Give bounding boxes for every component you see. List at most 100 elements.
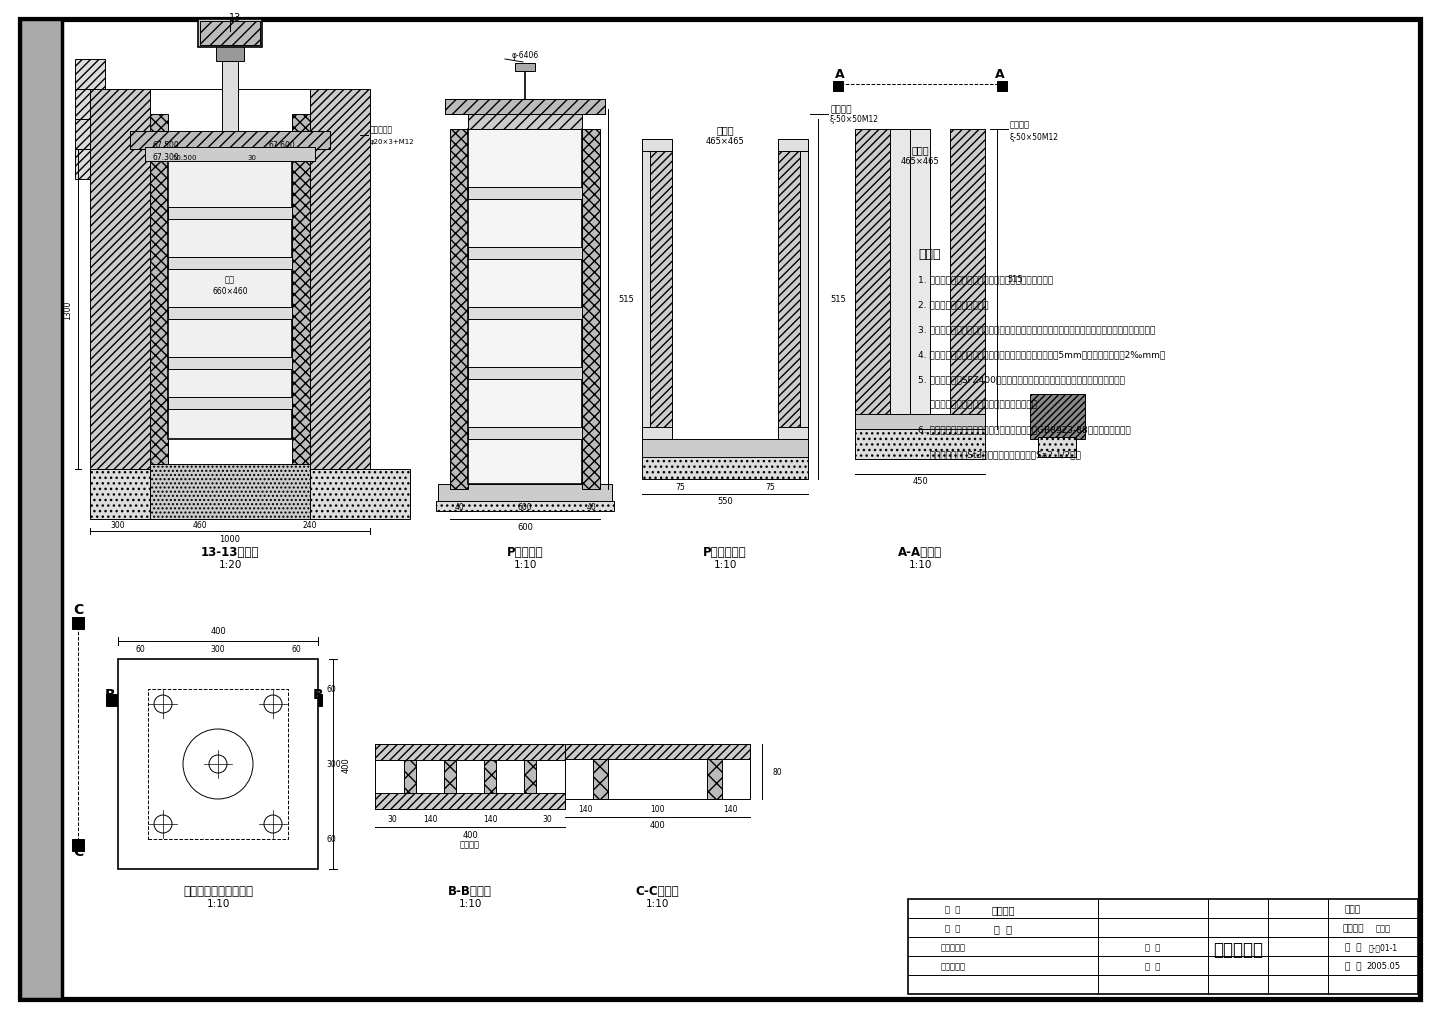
Text: 30: 30 xyxy=(248,155,256,161)
Bar xyxy=(1038,437,1076,458)
Text: 1:10: 1:10 xyxy=(713,559,737,570)
Text: 子  项: 子 项 xyxy=(994,923,1012,933)
Text: 80: 80 xyxy=(772,767,782,776)
Bar xyxy=(374,793,564,809)
Text: 240: 240 xyxy=(302,520,317,529)
Bar xyxy=(516,64,536,72)
Bar xyxy=(832,82,842,92)
Text: 闸槽: 闸槽 xyxy=(225,275,235,284)
Bar xyxy=(148,689,288,840)
Bar xyxy=(150,115,168,465)
Text: 40: 40 xyxy=(454,503,464,512)
Text: 1. 本图尺寸单位：毫米，高程单位：米（黄海高程）；: 1. 本图尺寸单位：毫米，高程单位：米（黄海高程）； xyxy=(919,275,1053,284)
Bar xyxy=(890,129,910,430)
Text: C-C剖面图: C-C剖面图 xyxy=(635,884,678,898)
Text: 1300: 1300 xyxy=(63,300,72,319)
Bar xyxy=(642,439,808,460)
Text: 1:10: 1:10 xyxy=(206,898,230,908)
Text: ξ-50×50M12: ξ-50×50M12 xyxy=(829,115,878,124)
Bar xyxy=(564,744,750,759)
Bar xyxy=(91,90,150,470)
Bar xyxy=(72,840,84,851)
Text: 140: 140 xyxy=(482,815,497,823)
Text: 13-13剖面图: 13-13剖面图 xyxy=(200,545,259,558)
Bar xyxy=(642,458,808,480)
Text: A-A剖面图: A-A剖面图 xyxy=(899,545,942,558)
Bar xyxy=(996,82,1007,92)
Text: 审  定: 审 定 xyxy=(946,905,960,914)
Text: ξ-50×50M12: ξ-50×50M12 xyxy=(1009,132,1058,142)
Text: 50.500: 50.500 xyxy=(173,155,197,161)
Text: 140: 140 xyxy=(577,805,592,814)
Text: 自闭机箱底垫板平面图: 自闭机箱底垫板平面图 xyxy=(183,884,253,898)
Text: 1:10: 1:10 xyxy=(645,898,668,908)
Bar xyxy=(168,358,292,370)
Text: 600: 600 xyxy=(518,503,533,512)
Text: 预埋钢板: 预埋钢板 xyxy=(829,105,851,114)
Bar xyxy=(642,140,672,152)
Bar xyxy=(1030,394,1084,439)
Text: 515: 515 xyxy=(618,296,634,305)
Bar xyxy=(484,760,495,793)
Text: 3. 闸门和启闭机安装时预埋钢板与取自带钢板焊接，预埋钢板卸面钢筋应与混凝土中的钢筋点焊；: 3. 闸门和启闭机安装时预埋钢板与取自带钢板焊接，预埋钢板卸面钢筋应与混凝土中的… xyxy=(919,325,1155,334)
Bar xyxy=(468,187,582,200)
Text: 说明：: 说明： xyxy=(919,249,940,261)
Text: 450: 450 xyxy=(912,477,927,486)
Bar xyxy=(145,148,315,162)
Text: φ20×3+M12: φ20×3+M12 xyxy=(370,139,415,145)
Text: 140: 140 xyxy=(423,815,438,823)
Bar xyxy=(310,694,323,706)
Bar xyxy=(72,618,84,630)
Bar xyxy=(468,368,582,380)
Text: 400: 400 xyxy=(462,830,478,840)
Bar xyxy=(468,110,582,129)
Bar xyxy=(707,759,721,799)
Text: 400: 400 xyxy=(210,627,226,636)
Text: 设  计: 设 计 xyxy=(1145,943,1161,952)
Text: 6. 钢制配件及预埋件安装前手工除锈质量应达到GB8923-88《涂装前钢材表面: 6. 钢制配件及预埋件安装前手工除锈质量应达到GB8923-88《涂装前钢材表面 xyxy=(919,425,1130,434)
Text: C: C xyxy=(73,844,84,858)
Text: 67.300: 67.300 xyxy=(153,153,179,162)
Text: B-B剖面图: B-B剖面图 xyxy=(448,884,492,898)
Bar xyxy=(468,308,582,320)
Text: B: B xyxy=(105,688,115,701)
Bar xyxy=(292,115,310,465)
Text: 400: 400 xyxy=(649,820,665,829)
Text: 锈蚀等级》中的St3级；喷射除锈质量达到Sa2 1/2级。: 锈蚀等级》中的St3级；喷射除锈质量达到Sa2 1/2级。 xyxy=(919,450,1081,459)
Text: 1:10: 1:10 xyxy=(458,898,482,908)
Text: 75: 75 xyxy=(765,483,775,492)
Bar xyxy=(451,129,468,489)
Text: 67.500: 67.500 xyxy=(153,141,179,150)
Bar xyxy=(405,760,416,793)
Text: 300: 300 xyxy=(111,520,125,529)
Bar xyxy=(200,22,261,46)
Bar xyxy=(168,397,292,410)
Bar xyxy=(168,308,292,320)
Bar xyxy=(374,744,564,760)
Text: 600: 600 xyxy=(517,523,533,532)
Bar xyxy=(468,248,582,260)
Bar xyxy=(438,484,612,504)
Text: 绘  制: 绘 制 xyxy=(1145,962,1161,970)
Text: 550: 550 xyxy=(717,497,733,506)
Text: 垫块焊接: 垫块焊接 xyxy=(459,840,480,849)
Text: 预埋钢板: 预埋钢板 xyxy=(1009,120,1030,129)
Text: 400: 400 xyxy=(341,756,350,772)
Bar xyxy=(216,47,243,62)
Text: 515: 515 xyxy=(1007,275,1022,284)
Bar xyxy=(524,760,536,793)
Bar xyxy=(642,428,672,439)
Text: 465×465: 465×465 xyxy=(900,157,939,166)
Bar xyxy=(222,60,238,140)
Bar xyxy=(150,90,310,470)
Text: 预埋槽: 预埋槽 xyxy=(912,145,929,155)
Bar xyxy=(75,90,135,120)
Bar xyxy=(75,120,166,150)
Bar xyxy=(649,140,672,439)
Bar xyxy=(582,129,600,489)
Text: 30: 30 xyxy=(541,815,552,823)
Bar xyxy=(593,759,608,799)
Text: 40: 40 xyxy=(586,503,596,512)
Text: 5. 配水闸门选用SFZ400型闸门，闸门安装应待产品到货后再进行浇注安装或预: 5. 配水闸门选用SFZ400型闸门，闸门安装应待产品到货后再进行浇注安装或预 xyxy=(919,375,1125,384)
Bar xyxy=(150,465,310,520)
